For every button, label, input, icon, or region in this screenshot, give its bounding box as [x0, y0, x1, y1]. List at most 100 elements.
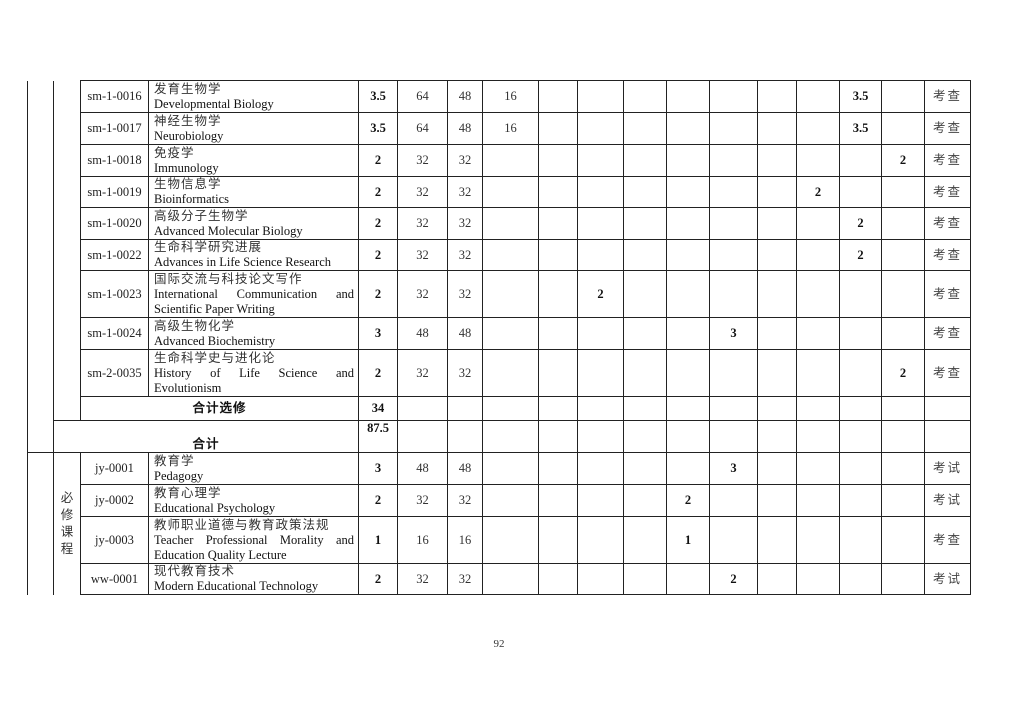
semester-cell	[709, 144, 758, 177]
course-name-en: Modern Educational Technology	[154, 579, 319, 593]
hours-cell: 32	[397, 207, 448, 240]
lab-hours-cell	[482, 239, 539, 271]
semester-cell	[709, 516, 758, 564]
semester-cell	[881, 270, 925, 318]
lecture-hours-cell: 48	[447, 112, 483, 145]
semester-cell	[623, 112, 667, 145]
table-row: jy-0003 教师职业道德与教育政策法规 Teacher Professional…	[28, 516, 971, 564]
semester-cell	[666, 452, 710, 485]
assessment-cell: 考试	[924, 563, 971, 595]
semester-cell	[881, 563, 925, 595]
semester-cell	[881, 176, 925, 208]
semester-cell	[757, 80, 797, 113]
table-row: sm-1-0024 高级生物化学 Advanced Biochemistry 3 48 4…	[28, 317, 971, 350]
credits-cell: 3	[358, 317, 398, 350]
semester-cell	[538, 207, 578, 240]
semester-cell	[796, 317, 840, 350]
assessment-cell: 考查	[924, 112, 971, 145]
elective-total-label: 合计选修	[80, 396, 359, 421]
elective-total-row: 合计选修 34	[28, 396, 971, 421]
semester-cell	[577, 349, 624, 397]
semester-cell	[796, 516, 840, 564]
lab-hours-cell	[482, 563, 539, 595]
empty-cell	[881, 396, 925, 421]
semester-cell	[623, 516, 667, 564]
table-row: sm-2-0035 生命科学史与进化论 History of Life Scienc…	[28, 349, 971, 397]
semester-cell	[881, 516, 925, 564]
semester-cell	[538, 484, 578, 517]
semester-cell	[839, 176, 882, 208]
semester-cell	[796, 207, 840, 240]
course-name-cn: 高级分子生物学	[154, 208, 249, 223]
course-code: sm-1-0019	[80, 176, 149, 208]
semester-cell	[666, 270, 710, 318]
semester-cell	[623, 349, 667, 397]
credits-cell: 2	[358, 563, 398, 595]
semester-cell	[538, 317, 578, 350]
total-label: 合计	[53, 420, 359, 453]
course-code: sm-1-0018	[80, 144, 149, 177]
semester-cell	[757, 239, 797, 271]
lab-hours-cell	[482, 207, 539, 240]
semester-cell	[796, 563, 840, 595]
assessment-cell: 考查	[924, 317, 971, 350]
lab-hours-cell: 16	[482, 112, 539, 145]
assessment-cell: 考试	[924, 484, 971, 517]
empty-cell	[796, 396, 840, 421]
empty-cell	[924, 396, 971, 421]
category-label: 必修课程	[60, 490, 74, 556]
hours-cell: 32	[397, 484, 448, 517]
credits-cell: 2	[358, 484, 398, 517]
semester-cell	[577, 144, 624, 177]
empty-cell	[709, 420, 758, 453]
semester-cell	[839, 144, 882, 177]
total-row: 合计 87.5	[28, 420, 971, 453]
credits-cell: 2	[358, 176, 398, 208]
semester-cell: 2	[881, 349, 925, 397]
assessment-cell: 考查	[924, 516, 971, 564]
semester-cell	[538, 563, 578, 595]
semester-cell	[839, 563, 882, 595]
semester-cell: 2	[666, 484, 710, 517]
semester-cell	[757, 452, 797, 485]
lecture-hours-cell: 32	[447, 144, 483, 177]
course-name-en: Bioinformatics	[154, 192, 229, 206]
course-code: jy-0003	[80, 516, 149, 564]
course-code: jy-0001	[80, 452, 149, 485]
semester-cell	[839, 349, 882, 397]
course-name-cn: 现代教育技术	[154, 564, 236, 579]
assessment-cell: 考查	[924, 239, 971, 271]
lab-hours-cell	[482, 144, 539, 177]
semester-cell	[839, 270, 882, 318]
course-code: ww-0001	[80, 563, 149, 595]
empty-cell	[709, 396, 758, 421]
empty-cell	[623, 420, 667, 453]
semester-cell	[757, 349, 797, 397]
credits-cell: 2	[358, 207, 398, 240]
semester-cell	[881, 484, 925, 517]
semester-cell	[623, 270, 667, 318]
table-row: jy-0002 教育心理学 Educational Psychology 2 32 32 2…	[28, 484, 971, 517]
credits-cell: 2	[358, 144, 398, 177]
hours-cell: 32	[397, 563, 448, 595]
semester-cell	[796, 270, 840, 318]
course-code: sm-1-0023	[80, 270, 149, 318]
lecture-hours-cell: 32	[447, 176, 483, 208]
empty-cell	[538, 396, 578, 421]
lab-hours-cell	[482, 516, 539, 564]
semester-cell	[709, 176, 758, 208]
semester-cell	[577, 452, 624, 485]
semester-cell	[709, 239, 758, 271]
semester-cell	[538, 112, 578, 145]
hours-cell: 16	[397, 516, 448, 564]
course-name: 教师职业道德与教育政策法规 Teacher Professional Morali…	[148, 516, 359, 564]
course-name-cn: 教师职业道德与教育政策法规	[154, 517, 330, 532]
semester-cell	[666, 176, 710, 208]
semester-cell	[709, 270, 758, 318]
semester-cell	[839, 484, 882, 517]
course-name: 高级生物化学 Advanced Biochemistry	[148, 317, 359, 350]
semester-cell	[757, 207, 797, 240]
credits-cell: 2	[358, 270, 398, 318]
course-name-en: Teacher Professional Morality and Educat…	[154, 532, 354, 562]
course-name-cn: 神经生物学	[154, 113, 222, 128]
